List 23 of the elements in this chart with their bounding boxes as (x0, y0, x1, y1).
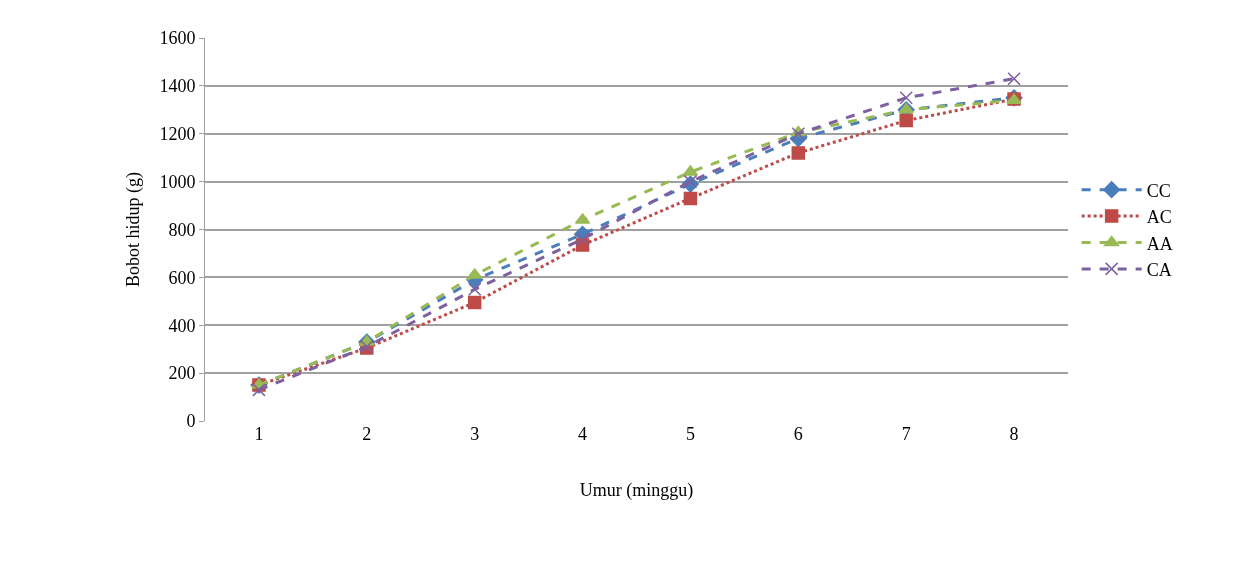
x-tick-label: 3 (470, 424, 480, 444)
x-tick-label: 7 (901, 424, 911, 444)
x-axis-title: Umur (minggu) (579, 480, 694, 502)
y-tick-label: 600 (168, 267, 196, 288)
x-tick-label: 5 (685, 424, 695, 444)
x-tick-label: 6 (793, 424, 803, 444)
y-tick-label: 800 (168, 219, 196, 240)
y-axis-title: Bobot hidup (g) (122, 172, 144, 287)
x-tick-label: 1 (254, 424, 264, 444)
y-tick-label: 200 (168, 363, 196, 384)
legend-label: AC (1146, 207, 1172, 228)
y-tick-label: 1400 (159, 76, 196, 97)
legend-label: AA (1146, 233, 1173, 254)
y-tick-label: 1600 (159, 28, 196, 49)
legend-label: CC (1146, 180, 1171, 201)
y-tick-label: 0 (186, 411, 196, 432)
y-tick-label: 1200 (159, 124, 196, 145)
x-tick-label: 4 (578, 424, 588, 444)
legend-label: CA (1146, 259, 1172, 280)
y-tick-label: 1000 (159, 171, 196, 192)
x-tick-label: 8 (1009, 424, 1019, 444)
x-tick-label: 2 (362, 424, 372, 444)
y-tick-label: 400 (168, 315, 196, 336)
